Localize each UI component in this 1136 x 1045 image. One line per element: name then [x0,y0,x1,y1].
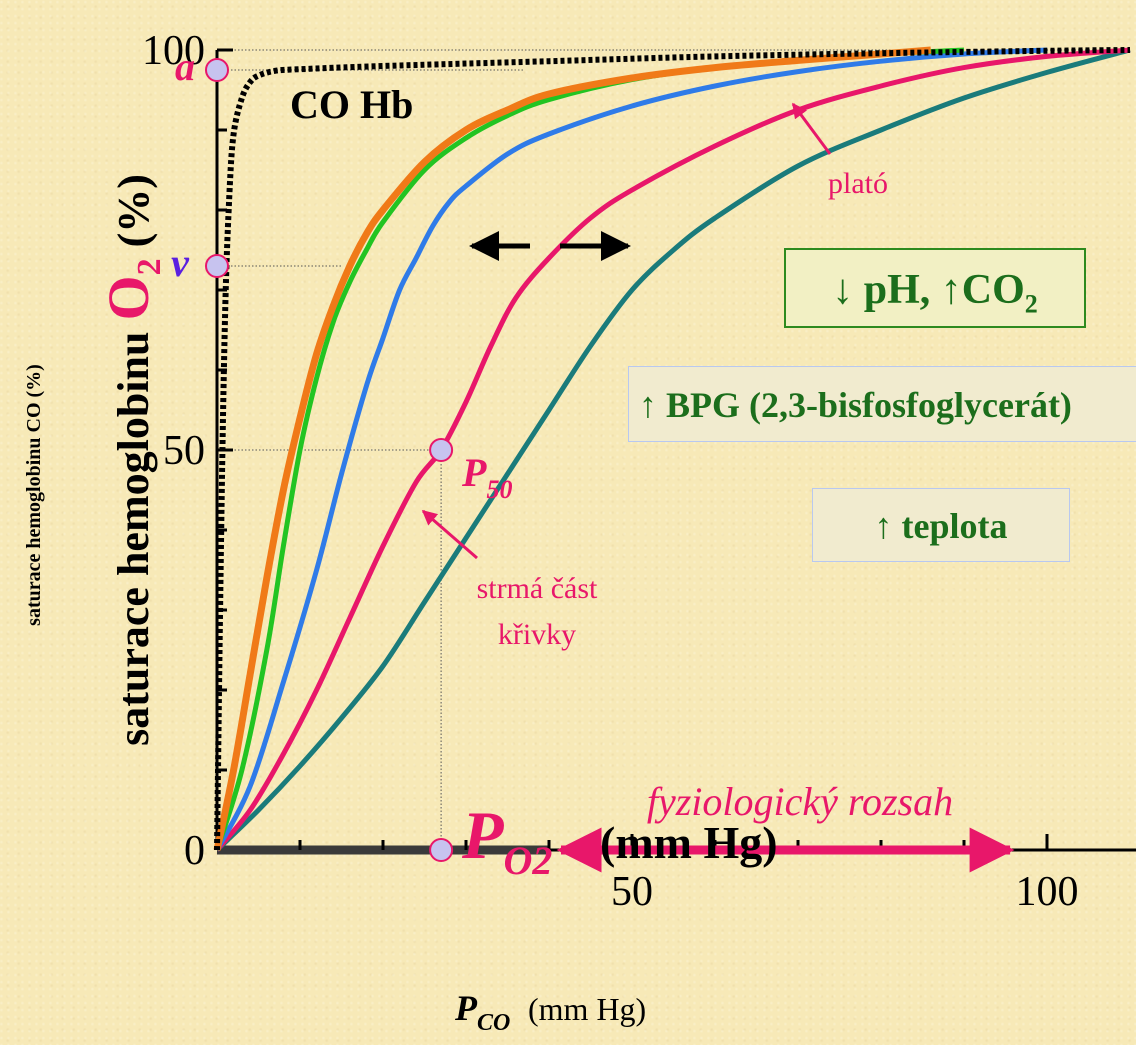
y-tick-label-0: 0 [184,828,205,874]
x-axis-label-secondary-units: (mm Hg) [528,991,646,1027]
teplota-box: ↑ teplota [812,488,1070,562]
curve-0 [213,46,932,851]
curve-3 [215,47,1131,852]
co2-sub: 2 [1024,289,1038,319]
x-axis-label-secondary-p: P [454,988,478,1028]
plato-arrow [791,102,832,155]
y-axis-label-suffix: (%) [109,174,158,258]
x-axis-label-units: (mm Hg) [600,817,778,868]
marker-point-3 [429,838,454,862]
y-tick-label-50: 50 [163,428,205,474]
fyziologicky-label: fyziologický rozsah [647,779,953,824]
x-tick-label-50: 50 [611,869,653,915]
x-axis-label-main-p: P [461,797,504,873]
co2-text: CO [961,267,1025,313]
co2-arrow: ↑ [940,267,962,313]
ph-co2-box: ↓ pH, ↑CO2 [784,248,1086,328]
point-label-a: a [175,44,195,89]
p50-label-sub: 50 [486,475,512,504]
ph-text: pH, [853,267,941,313]
x-axis-label-main: PO2 [461,797,552,883]
strma-label-line2: křivky [498,618,576,651]
curve-co-hb [214,47,1131,851]
bpg-text: ↑ BPG (2,3-bisfosfoglycerát) [639,385,1072,425]
marker-point-2 [429,438,454,462]
curves [213,46,1131,852]
p50-label-main: P [461,450,487,495]
marker-point-0 [205,58,229,82]
marker-points [205,58,454,862]
bpg-box: ↑ BPG (2,3-bisfosfoglycerát) [628,366,1136,442]
ph-arrow: ↓ [832,267,854,313]
x-axis-label-secondary-sub: CO [477,1010,510,1036]
x-tick-label-100: 100 [1016,869,1079,915]
plato-label: plató [828,167,888,200]
point-label-v: v [171,240,190,285]
y-axis-label-main: saturace hemoglobinu O2 (%) [96,174,168,746]
curve-4 [215,47,1131,852]
co-hb-label: CO Hb [290,82,413,127]
y-axis-label-o: O [96,275,161,320]
y-axis-label-prefix: saturace hemoglobinu [109,321,158,746]
p50-label: P50 [461,450,512,504]
marker-point-1 [205,254,229,278]
y-axis-label-secondary: saturace hemoglobinu CO (%) [23,364,45,626]
y-tick-label-100: 100 [142,28,205,74]
strma-label-line1: strmá část [477,572,598,605]
guide-lines [217,49,1130,850]
x-axis-label-main-sub: O2 [504,838,553,883]
x-axis-label-secondary: PCO [454,988,510,1036]
strma-arrow [421,509,478,560]
teplota-text: ↑ teplota [874,506,1008,546]
y-axis-label-sub: 2 [131,258,168,275]
curve-2 [214,47,1048,852]
